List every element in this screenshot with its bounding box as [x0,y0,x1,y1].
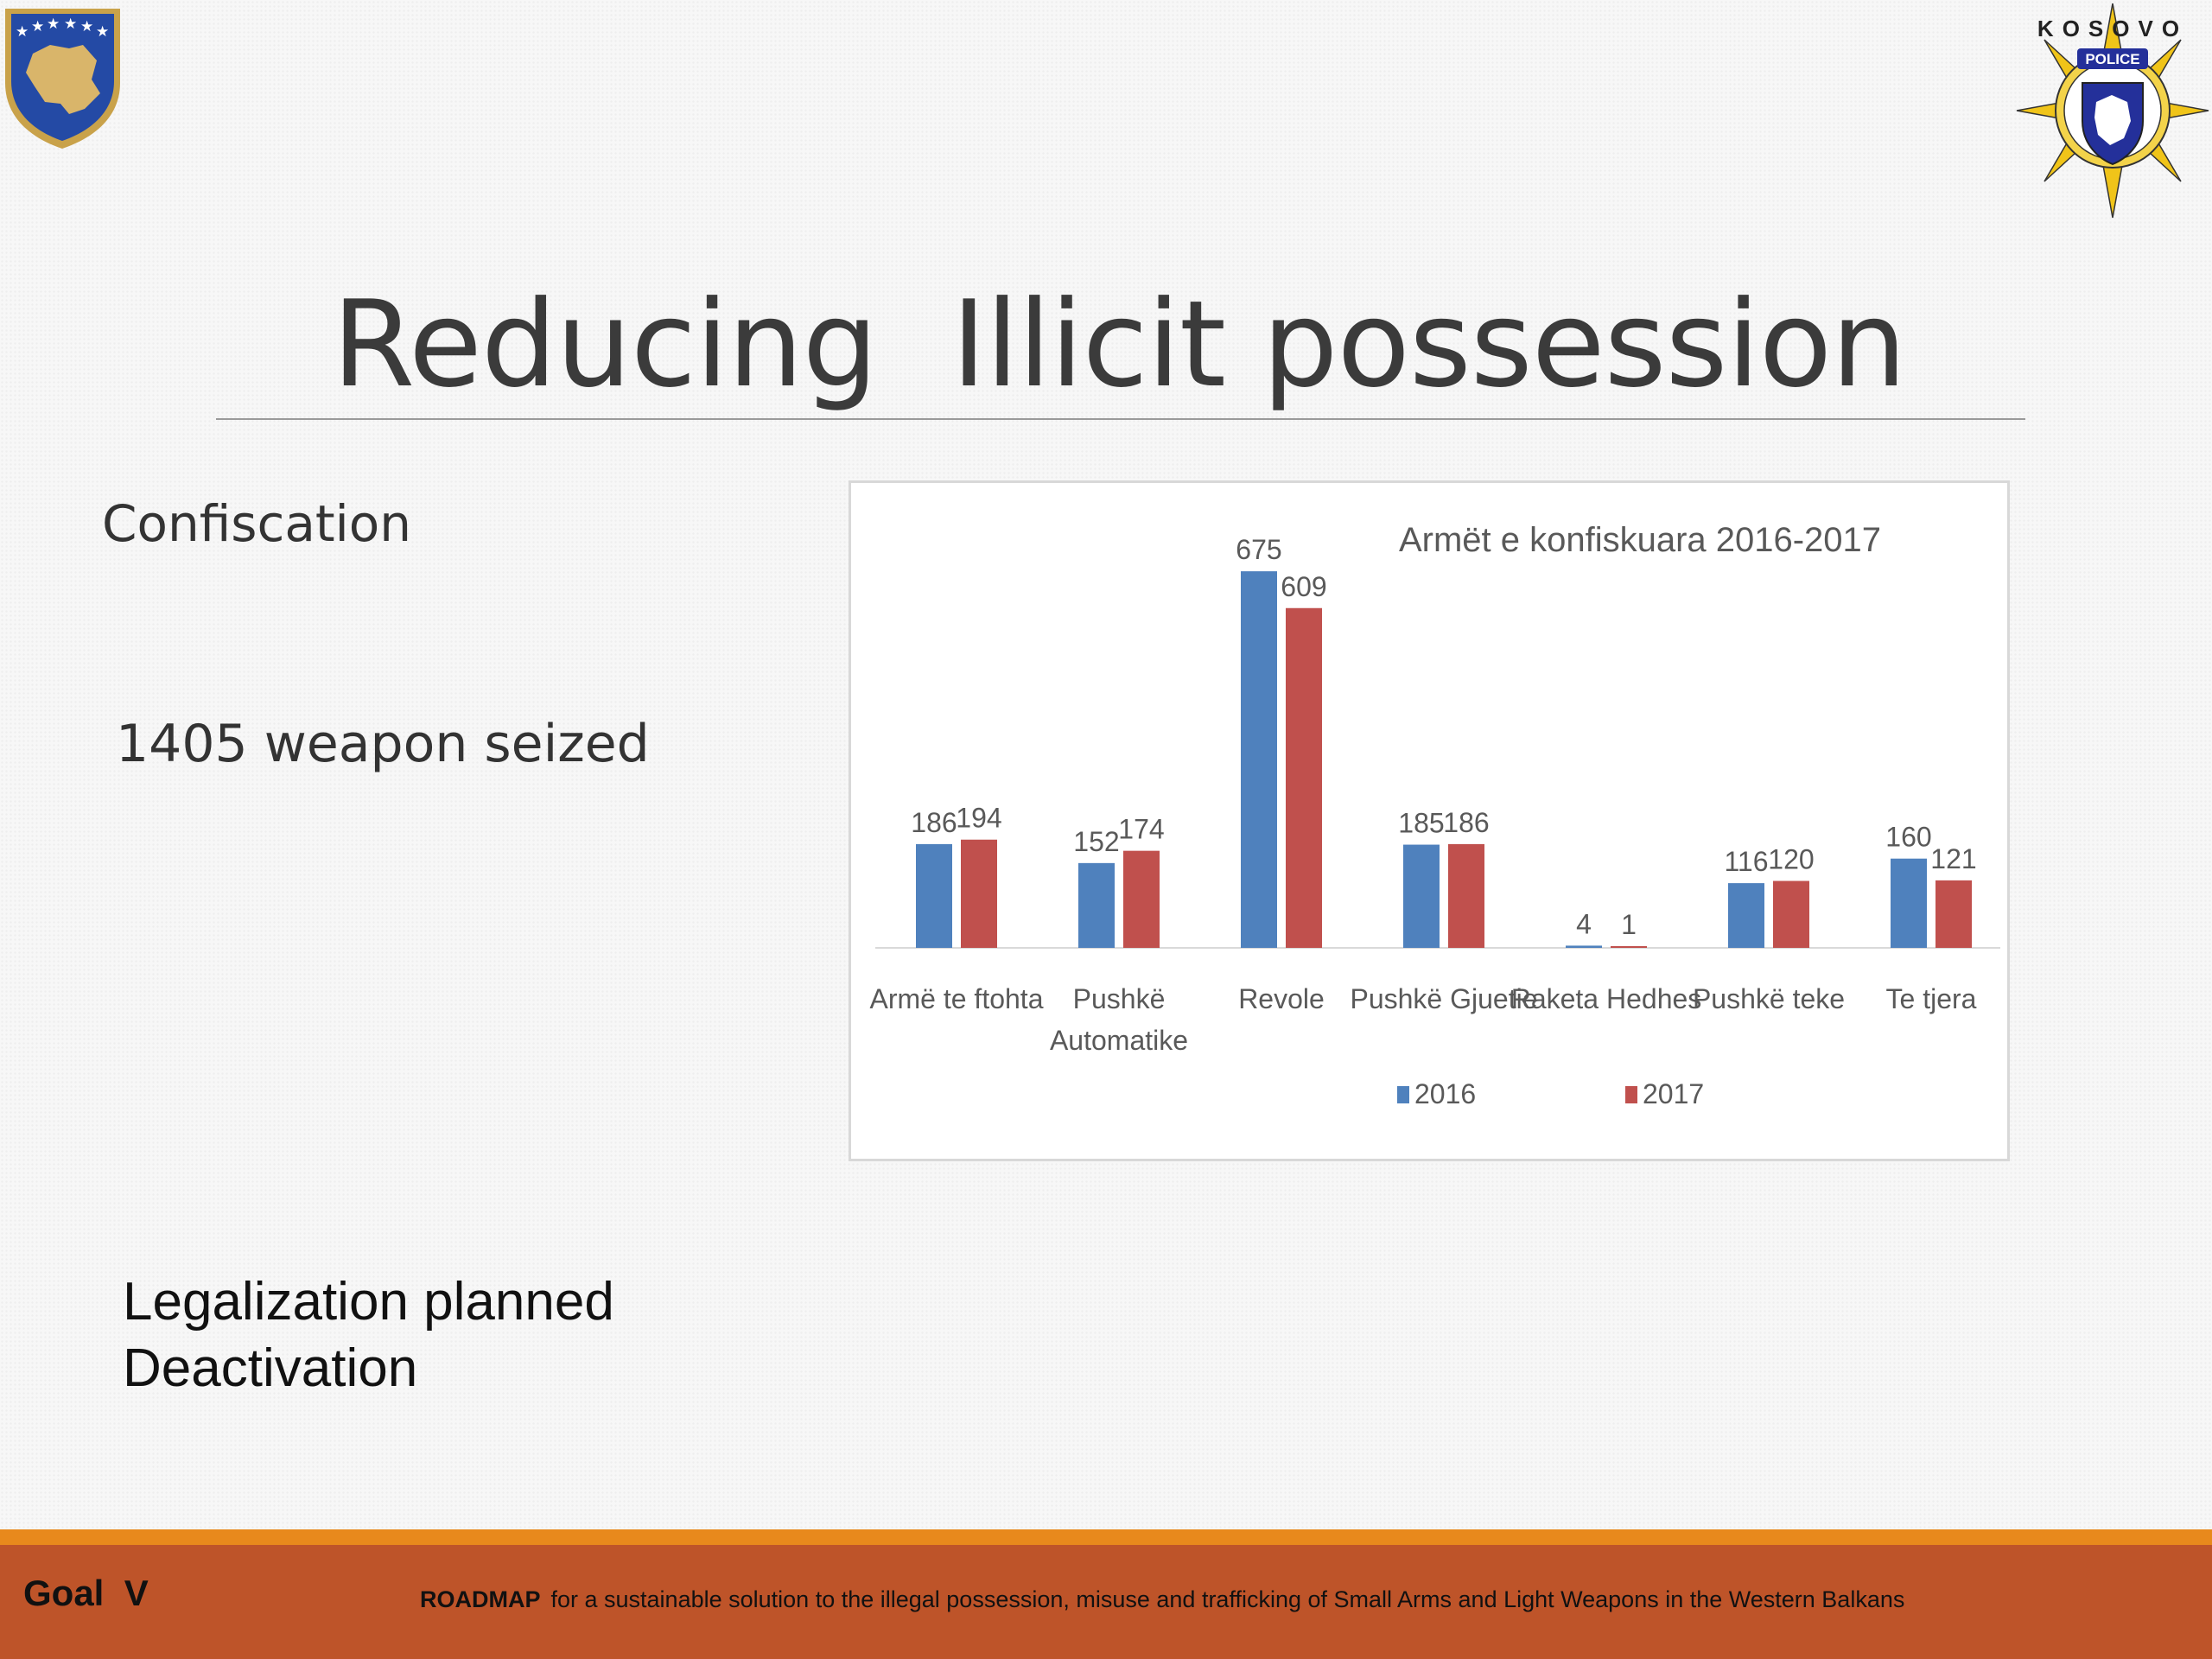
category-label-1: Automatike [1050,1025,1188,1056]
legend-label-2017: 2017 [1643,1078,1704,1109]
data-label-2017-2: 609 [1281,571,1326,602]
footer-accent-stripe [0,1529,2212,1545]
bar-2016-4 [1566,945,1602,948]
data-label-2016-3: 185 [1398,808,1444,839]
category-label-5: Pushkë teke [1693,983,1845,1014]
category-label-6: Te tjera [1886,983,1977,1014]
bar-2016-6 [1891,858,1927,948]
svg-text:★: ★ [96,23,109,41]
svg-text:★: ★ [80,18,93,35]
note-deactivation: Deactivation [123,1338,418,1398]
chart-title: Armët e konfiskuara 2016-2017 [1399,521,1881,559]
kosovo-coat-of-arms-logo: ★ ★ ★ ★ ★ ★ [5,9,120,149]
category-label-4: Raketa Hedhes [1511,983,1702,1014]
category-label-3: Pushkë Gjuetie [1350,983,1537,1014]
bar-2016-1 [1078,862,1115,948]
legend-swatch-2016 [1397,1086,1409,1103]
category-label-2: Revole [1238,983,1325,1014]
goal-label: Goal V [23,1573,149,1613]
roadmap-text: ROADMAP for a sustainable solution to the… [420,1586,1904,1613]
data-label-2016-4: 4 [1576,908,1592,939]
bar-2017-4 [1611,946,1647,948]
bar-2016-5 [1728,883,1764,948]
bar-2017-6 [1936,880,1972,948]
notes-list: Legalization planned Deactivation [123,1268,614,1402]
bar-2016-2 [1241,571,1277,948]
weapons-seized-text: 1405 weapon seized [116,714,650,774]
data-label-2017-6: 121 [1930,843,1976,874]
svg-text:★: ★ [31,18,44,35]
roadmap-bold: ROADMAP [420,1586,541,1612]
bar-2017-3 [1448,843,1484,948]
kosovo-police-emblem-logo: POLICE KOSOVO [2016,3,2209,219]
footer-bar [0,1545,2212,1659]
svg-text:KOSOVO: KOSOVO [2037,16,2188,41]
bar-2016-3 [1403,844,1440,948]
data-label-2017-5: 120 [1768,844,1814,875]
data-label-2016-6: 160 [1885,822,1931,853]
title-divider [216,418,2025,420]
bar-2017-2 [1286,607,1322,948]
data-label-2017-1: 174 [1118,814,1164,845]
note-legalization: Legalization planned [123,1272,614,1332]
data-label-2017-3: 186 [1443,807,1489,838]
category-label-1: Pushkë [1073,983,1166,1014]
bar-2017-1 [1123,850,1160,948]
bar-chart: Armët e konfiskuara 2016-2017 1861941521… [870,521,2000,1109]
bar-2017-0 [961,839,997,948]
chart-panel: Armët e konfiskuara 2016-2017 186 194 152 1… [849,480,2010,1161]
bar-2016-0 [916,843,952,948]
legend-label-2016: 2016 [1414,1078,1476,1109]
svg-text:★: ★ [47,16,60,33]
legend-swatch-2017 [1625,1086,1637,1103]
data-label-2017-4: 1 [1621,909,1637,940]
data-label-2016-2: 675 [1236,534,1281,565]
bar-2017-5 [1773,880,1809,948]
data-label-2016-5: 116 [1724,846,1768,877]
svg-text:★: ★ [64,16,77,33]
roadmap-description: for a sustainable solution to the illega… [550,1586,1905,1612]
svg-text:POLICE: POLICE [2085,51,2139,67]
data-label-2017-0: 194 [956,803,1001,834]
svg-text:★: ★ [16,23,29,41]
category-label-0: Armë te ftohta [870,983,1044,1014]
slide-title: Reducing Illicit possession [332,275,1906,414]
data-label-2016-1: 152 [1073,826,1119,857]
data-label-2016-0: 186 [911,807,957,838]
confiscation-heading: Confiscation [102,494,412,553]
